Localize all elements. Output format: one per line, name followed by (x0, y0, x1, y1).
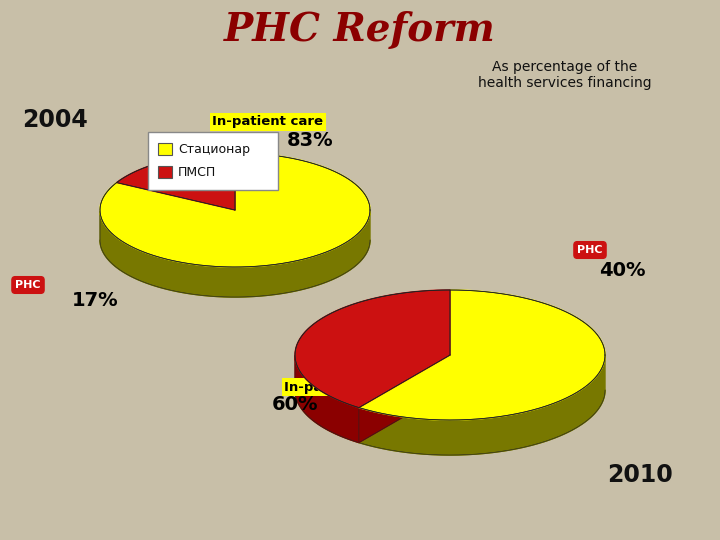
Text: Стационар: Стационар (178, 143, 250, 156)
Polygon shape (359, 355, 605, 455)
Text: In-patient care: In-patient care (212, 116, 323, 129)
Bar (158, 143, 172, 155)
Text: 2004: 2004 (22, 108, 88, 132)
Text: 17%: 17% (72, 291, 118, 309)
Text: As percentage of the
health services financing: As percentage of the health services fin… (478, 60, 652, 90)
Text: 2010: 2010 (607, 463, 673, 487)
Text: 83%: 83% (287, 131, 333, 150)
Polygon shape (295, 290, 450, 408)
Polygon shape (100, 153, 370, 267)
Text: PHC: PHC (577, 245, 603, 255)
Polygon shape (295, 355, 359, 443)
FancyBboxPatch shape (148, 132, 278, 190)
Polygon shape (359, 290, 605, 420)
Polygon shape (100, 210, 370, 297)
Text: ПМСП: ПМСП (178, 165, 216, 179)
Bar (158, 166, 172, 178)
Polygon shape (100, 240, 370, 297)
Text: PHC: PHC (15, 280, 41, 290)
Polygon shape (359, 355, 450, 443)
Text: In-patient care: In-patient care (284, 381, 395, 394)
Text: PHC Reform: PHC Reform (224, 11, 496, 49)
Text: 60%: 60% (271, 395, 318, 415)
Text: 40%: 40% (599, 260, 645, 280)
Polygon shape (295, 390, 605, 455)
Polygon shape (359, 355, 450, 443)
Polygon shape (117, 153, 235, 210)
